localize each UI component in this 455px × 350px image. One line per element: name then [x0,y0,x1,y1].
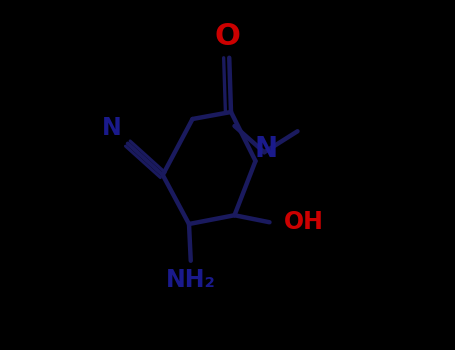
Text: OH: OH [283,210,324,234]
Text: N: N [102,116,122,140]
Text: N: N [254,135,278,163]
Text: NH₂: NH₂ [166,268,216,292]
Text: O: O [215,22,240,51]
